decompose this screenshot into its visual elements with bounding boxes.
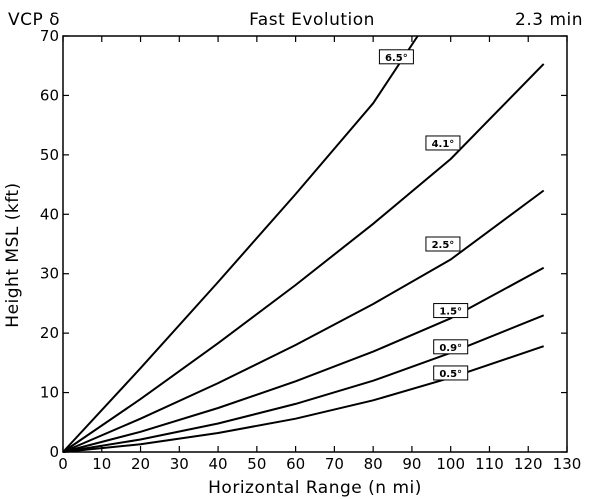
x-tick-label: 120: [514, 455, 543, 473]
y-tick-label: 40: [40, 205, 59, 223]
elevation-labels: 0.5° 0.9° 1.5° 2.5° 4.1° 6.5°: [378, 49, 469, 381]
elevation-label-6-5deg: 6.5°: [385, 53, 408, 64]
elevation-label-4-1deg: 4.1°: [432, 139, 455, 150]
y-tick-label: 0: [49, 443, 59, 461]
series-line-1-5deg: [62, 266, 545, 453]
y-tick-label: 70: [40, 27, 59, 45]
elevation-label-box: [433, 365, 469, 381]
plot-frame: [62, 35, 568, 453]
series-layer: [62, 35, 545, 453]
y-tick-label: 20: [40, 324, 59, 342]
y-tick-label: 50: [40, 146, 59, 164]
x-tick-label: 80: [364, 455, 383, 473]
x-tick-label: 20: [131, 455, 150, 473]
elevation-label-0-9deg: 0.9°: [439, 343, 462, 354]
series-line-4-1deg: [62, 63, 545, 453]
elevation-label-box: [433, 303, 469, 319]
scan-time: 2.3 min: [515, 10, 583, 30]
plot-axes: 0 10 20 30 40 50 60 70 80 90 100 110 120 130 0 10 20 30 40…: [40, 27, 581, 473]
elevation-label-box: [378, 49, 414, 65]
x-tick-label: 0: [58, 455, 68, 473]
x-axis-title: Horizontal Range (n mi): [208, 478, 422, 498]
y-axis-title: Height MSL (kft): [3, 182, 23, 327]
elevation-label-box: [433, 339, 469, 355]
chart-title: Fast Evolution: [249, 10, 375, 30]
series-line-6-5deg: [62, 35, 419, 453]
x-tick-label: 70: [325, 455, 344, 473]
x-tick-label: 90: [402, 455, 421, 473]
elevation-label-2-5deg: 2.5°: [432, 240, 455, 251]
y-tick-label: 60: [40, 86, 59, 104]
x-tick-label: 40: [209, 455, 228, 473]
x-tick-label: 50: [247, 455, 266, 473]
x-tick-label: 10: [92, 455, 111, 473]
series-line-0-9deg: [62, 314, 545, 453]
x-tick-label: 30: [170, 455, 189, 473]
x-tick-label: 130: [553, 455, 582, 473]
elevation-label-1-5deg: 1.5°: [439, 307, 462, 318]
x-tick-label: 100: [436, 455, 465, 473]
series-line-2-5deg: [62, 189, 545, 453]
elevation-label-box: [425, 236, 461, 252]
x-tick-label: 60: [286, 455, 305, 473]
x-tick-label: 110: [475, 455, 504, 473]
elevation-label-box: [425, 135, 461, 151]
series-line-0-5deg: [62, 345, 545, 453]
vcp-label: VCP δ: [8, 10, 60, 30]
y-tick-label: 10: [40, 384, 59, 402]
elevation-label-0-5deg: 0.5°: [439, 369, 462, 380]
y-tick-label: 30: [40, 265, 59, 283]
